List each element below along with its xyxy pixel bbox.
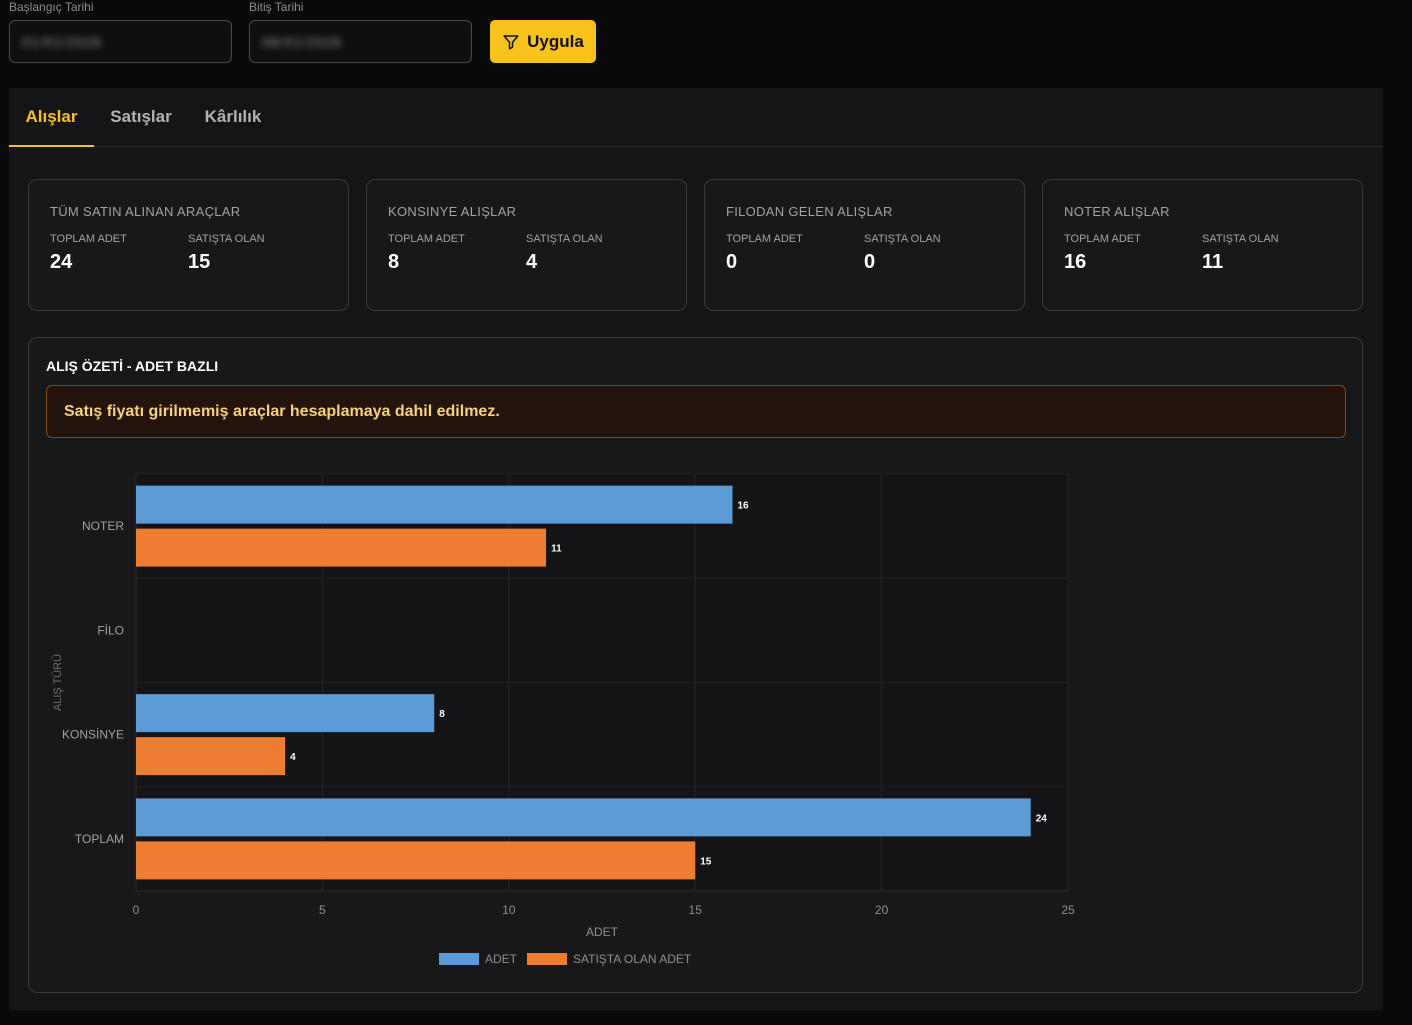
x-tick-label: 25 xyxy=(1061,903,1075,917)
end-date-label: Bitiş Tarihi xyxy=(249,0,304,14)
end-date-group: Bitiş Tarihi 08/01/2026 xyxy=(249,0,472,63)
start-date-group: Başlangıç Tarihi 01/01/2026 xyxy=(9,0,232,63)
y-axis-title: ALIŞ TÜRÜ xyxy=(52,654,64,711)
card-all-purchases: TÜM SATIN ALINAN ARAÇLAR TOPLAM ADET SAT… xyxy=(28,179,349,311)
chart-card: ALIŞ ÖZETİ - ADET BAZLI Satış fiyatı gir… xyxy=(28,337,1363,993)
bar-adet xyxy=(136,485,733,524)
x-tick-label: 10 xyxy=(502,903,516,917)
x-tick-label: 0 xyxy=(133,903,140,917)
card-total-value: 0 xyxy=(726,251,738,273)
card-total-label: TOPLAM ADET xyxy=(50,233,127,245)
legend-swatch xyxy=(439,953,479,965)
data-label: 11 xyxy=(551,544,562,555)
apply-button-label: Uygula xyxy=(527,31,584,51)
end-date-value: 08/01/2026 xyxy=(262,33,343,50)
chart-title: ALIŞ ÖZETİ - ADET BAZLI xyxy=(46,358,219,374)
tab-satislar[interactable]: Satışlar xyxy=(110,107,172,126)
tab-bar: Alışlar Satışlar Kârlılık xyxy=(9,88,1383,147)
card-consignment: KONSINYE ALIŞLAR TOPLAM ADET SATIŞTA OLA… xyxy=(366,179,687,311)
card-total-value: 8 xyxy=(388,251,400,273)
card-onsale-value: 11 xyxy=(1202,251,1224,273)
legend-swatch xyxy=(527,953,567,965)
bar-satista xyxy=(136,737,286,776)
x-tick-label: 15 xyxy=(689,903,703,917)
bar-satista xyxy=(136,841,696,880)
bar-adet xyxy=(136,694,435,733)
card-onsale-value: 15 xyxy=(188,251,211,273)
tab-karlilik[interactable]: Kârlılık xyxy=(204,107,262,126)
start-date-input[interactable]: 01/01/2026 xyxy=(9,20,232,63)
card-total-label: TOPLAM ADET xyxy=(1064,233,1141,245)
card-notary: NOTER ALIŞLAR TOPLAM ADET SATIŞTA OLAN 1… xyxy=(1042,179,1363,311)
data-label: 24 xyxy=(1036,813,1048,824)
card-title: NOTER ALIŞLAR xyxy=(1064,204,1170,219)
data-label: 4 xyxy=(290,752,296,763)
apply-button[interactable]: Uygula xyxy=(490,20,596,63)
y-tick-label: FİLO xyxy=(97,623,124,637)
warning-banner: Satış fiyatı girilmemiş araçlar hesaplam… xyxy=(46,385,1346,438)
tab-alislar[interactable]: Alışlar xyxy=(9,88,94,147)
filter-icon xyxy=(503,34,519,49)
y-tick-label: KONSİNYE xyxy=(62,728,124,742)
x-tick-label: 20 xyxy=(875,903,889,917)
card-onsale-label: SATIŞTA OLAN xyxy=(526,233,603,245)
bar-chart: 0 5 10 15 20 25 NOTER 16 11 FİLO KONSİNYE 8 4 TOPLAM 2… xyxy=(52,473,1075,966)
start-date-label: Başlangıç Tarihi xyxy=(9,0,94,14)
x-tick-label: 5 xyxy=(319,903,326,917)
y-tick-label: NOTER xyxy=(82,519,124,533)
card-onsale-label: SATIŞTA OLAN xyxy=(1202,233,1279,245)
card-total-value: 24 xyxy=(50,251,73,273)
filter-bar: Başlangıç Tarihi 01/01/2026 Bitiş Tarihi… xyxy=(0,0,1412,88)
data-label: 15 xyxy=(700,856,712,867)
card-total-label: TOPLAM ADET xyxy=(726,233,803,245)
x-axis-title: ADET xyxy=(586,925,619,939)
card-title: KONSINYE ALIŞLAR xyxy=(388,204,517,219)
card-onsale-value: 0 xyxy=(864,251,876,273)
y-tick-label: TOPLAM xyxy=(75,832,124,846)
card-onsale-label: SATIŞTA OLAN xyxy=(188,233,265,245)
card-onsale-label: SATIŞTA OLAN xyxy=(864,233,941,245)
legend-label: SATIŞTA OLAN ADET xyxy=(573,952,692,966)
end-date-input[interactable]: 08/01/2026 xyxy=(249,20,472,63)
bar-satista xyxy=(136,528,547,567)
start-date-value: 01/01/2026 xyxy=(22,33,103,50)
data-label: 8 xyxy=(439,709,445,720)
card-fleet: FILODAN GELEN ALIŞLAR TOPLAM ADET SATIŞT… xyxy=(704,179,1025,311)
card-title: TÜM SATIN ALINAN ARAÇLAR xyxy=(50,204,241,219)
bar-adet xyxy=(136,798,1031,837)
card-total-label: TOPLAM ADET xyxy=(388,233,465,245)
data-label: 16 xyxy=(737,501,749,512)
card-total-value: 16 xyxy=(1064,251,1087,273)
main-panel: Alışlar Satışlar Kârlılık TÜM SATIN ALIN… xyxy=(9,88,1383,1010)
card-title: FILODAN GELEN ALIŞLAR xyxy=(726,204,893,219)
card-onsale-value: 4 xyxy=(526,251,538,273)
legend-label: ADET xyxy=(485,952,518,966)
